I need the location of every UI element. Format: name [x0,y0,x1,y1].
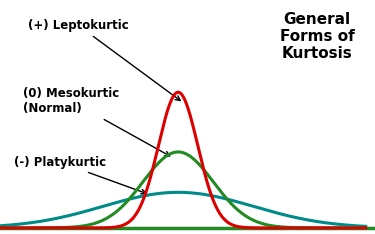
Text: General
Forms of
Kurtosis: General Forms of Kurtosis [279,12,354,62]
Text: (0) Mesokurtic
(Normal): (0) Mesokurtic (Normal) [23,87,170,156]
Text: (+) Leptokurtic: (+) Leptokurtic [28,19,180,101]
Text: (-) Platykurtic: (-) Platykurtic [14,156,146,194]
